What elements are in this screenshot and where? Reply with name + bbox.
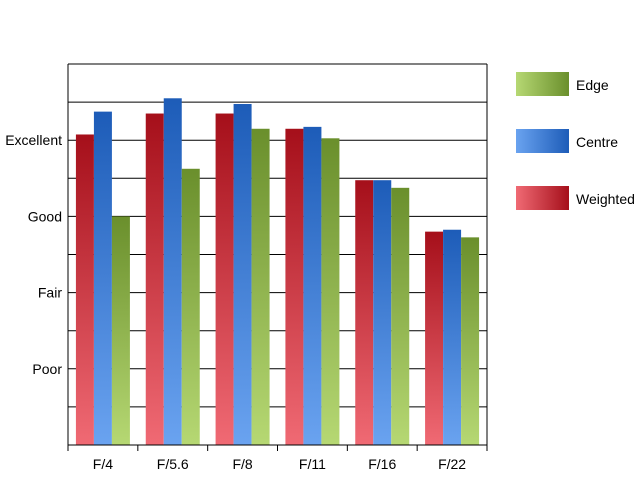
bar-weighted-f4	[75, 134, 94, 446]
x-tick-label: F/11	[299, 456, 326, 472]
bar-weighted-f22	[425, 231, 444, 445]
bar-centre-f11	[303, 126, 322, 446]
bar-edge-f11	[321, 138, 340, 446]
x-tick-labels: F/4 F/5.6 F/8 F/11 F/16 F/22	[93, 456, 467, 472]
bar-edge-f16	[391, 187, 410, 445]
bar-weighted-f16	[355, 180, 374, 445]
bar-edge-f8	[251, 128, 270, 445]
bars	[75, 98, 480, 446]
legend-label-edge: Edge	[576, 77, 609, 93]
legend-label-centre: Centre	[576, 134, 618, 150]
bar-weighted-f8	[215, 113, 234, 445]
bar-centre-f4	[93, 111, 112, 445]
x-tick-label: F/5.6	[157, 456, 189, 472]
grid-lines	[68, 63, 487, 408]
legend: Edge Centre Weighted	[516, 72, 635, 210]
bar-weighted-f56	[145, 113, 164, 445]
x-tick-label: F/8	[232, 456, 252, 472]
y-tick-label: Good	[28, 208, 62, 224]
legend-swatch-weighted	[516, 186, 569, 210]
y-tick-label: Fair	[38, 285, 62, 301]
bar-edge-f56	[181, 168, 200, 445]
y-tick-label: Excellent	[5, 132, 62, 148]
bar-centre-f8	[233, 104, 252, 445]
legend-swatch-centre	[516, 129, 569, 153]
x-tick-label: F/16	[368, 456, 396, 472]
bar-centre-f56	[163, 98, 182, 445]
bar-edge-f4	[111, 216, 130, 445]
bar-centre-f16	[373, 180, 392, 445]
legend-label-weighted: Weighted	[576, 191, 635, 207]
x-tick-label: F/4	[93, 456, 113, 472]
legend-swatch-edge	[516, 72, 569, 96]
bar-centre-f22	[443, 229, 462, 445]
bar-weighted-f11	[285, 128, 304, 445]
bar-edge-f22	[461, 237, 480, 445]
y-tick-labels: Poor Fair Good Excellent	[5, 132, 62, 377]
x-tick-label: F/22	[438, 456, 466, 472]
axes	[67, 63, 488, 451]
y-tick-label: Poor	[32, 361, 62, 377]
